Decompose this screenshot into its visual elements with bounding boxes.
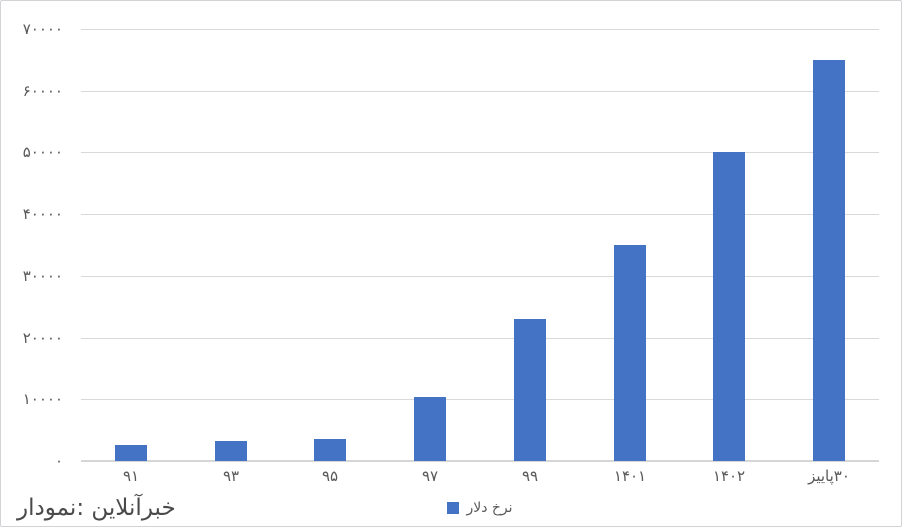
y-axis-tick-label: ۳۰۰۰۰ [22, 266, 63, 285]
bar [514, 319, 546, 461]
plot-area [81, 29, 879, 462]
y-axis-tick-label: ۵۰۰۰۰ [22, 143, 63, 162]
legend-series-label: نرخ دلار [466, 500, 513, 516]
gridline [81, 90, 879, 92]
gridline [81, 275, 879, 277]
y-axis-tick-label: ۷۰۰۰۰ [22, 20, 63, 38]
x-axis: ۹۱ ۹۳ ۹۵ ۹۷ ۹۹ ۱۴۰۱ ۱۴۰۲ پاییز‎۳۰ [81, 467, 879, 493]
gridline [81, 337, 879, 339]
x-axis-tick-label: ۱۴۰۱ [613, 467, 647, 485]
x-axis-tick-label: ۹۵ [321, 467, 339, 485]
gridline [81, 214, 879, 216]
x-axis-tick-label: ۹۹ [521, 467, 539, 485]
x-axis-tick-label: ۹۱ [122, 467, 140, 485]
x-axis-tick-label: ۹۷ [421, 467, 439, 485]
x-axis-tick-label: پاییز‎۳۰ [808, 467, 850, 485]
y-axis-tick-label: ۱۰۰۰۰ [22, 390, 63, 409]
y-axis-tick-label: ۰ [54, 452, 63, 470]
bar [115, 445, 147, 461]
legend: نرخ دلار [81, 500, 879, 516]
legend-swatch-icon [447, 502, 460, 514]
bar [314, 439, 346, 461]
x-axis-tick-label: ۱۴۰۲ [712, 467, 746, 485]
y-axis-tick-label: ۴۰۰۰۰ [22, 205, 63, 224]
source-credit: نمودار:‎ خبرآنلاین [17, 495, 176, 522]
bar [713, 152, 745, 461]
y-axis-tick-label: ۶۰۰۰۰ [22, 81, 63, 100]
gridline [81, 399, 879, 401]
y-axis-tick-label: ۲۰۰۰۰ [22, 328, 63, 347]
bar [813, 60, 845, 461]
bar [215, 441, 247, 461]
bar [414, 397, 446, 461]
x-axis-tick-label: ۹۳ [222, 467, 240, 485]
gridline [81, 152, 879, 154]
x-axis-line [81, 460, 879, 462]
gridline [81, 29, 879, 30]
bar [614, 245, 646, 461]
y-axis: ۰ ۱۰۰۰۰ ۲۰۰۰۰ ۳۰۰۰۰ ۴۰۰۰۰ ۵۰۰۰۰ ۶۰۰۰۰ ۷۰۰۰۰ [1, 20, 63, 470]
